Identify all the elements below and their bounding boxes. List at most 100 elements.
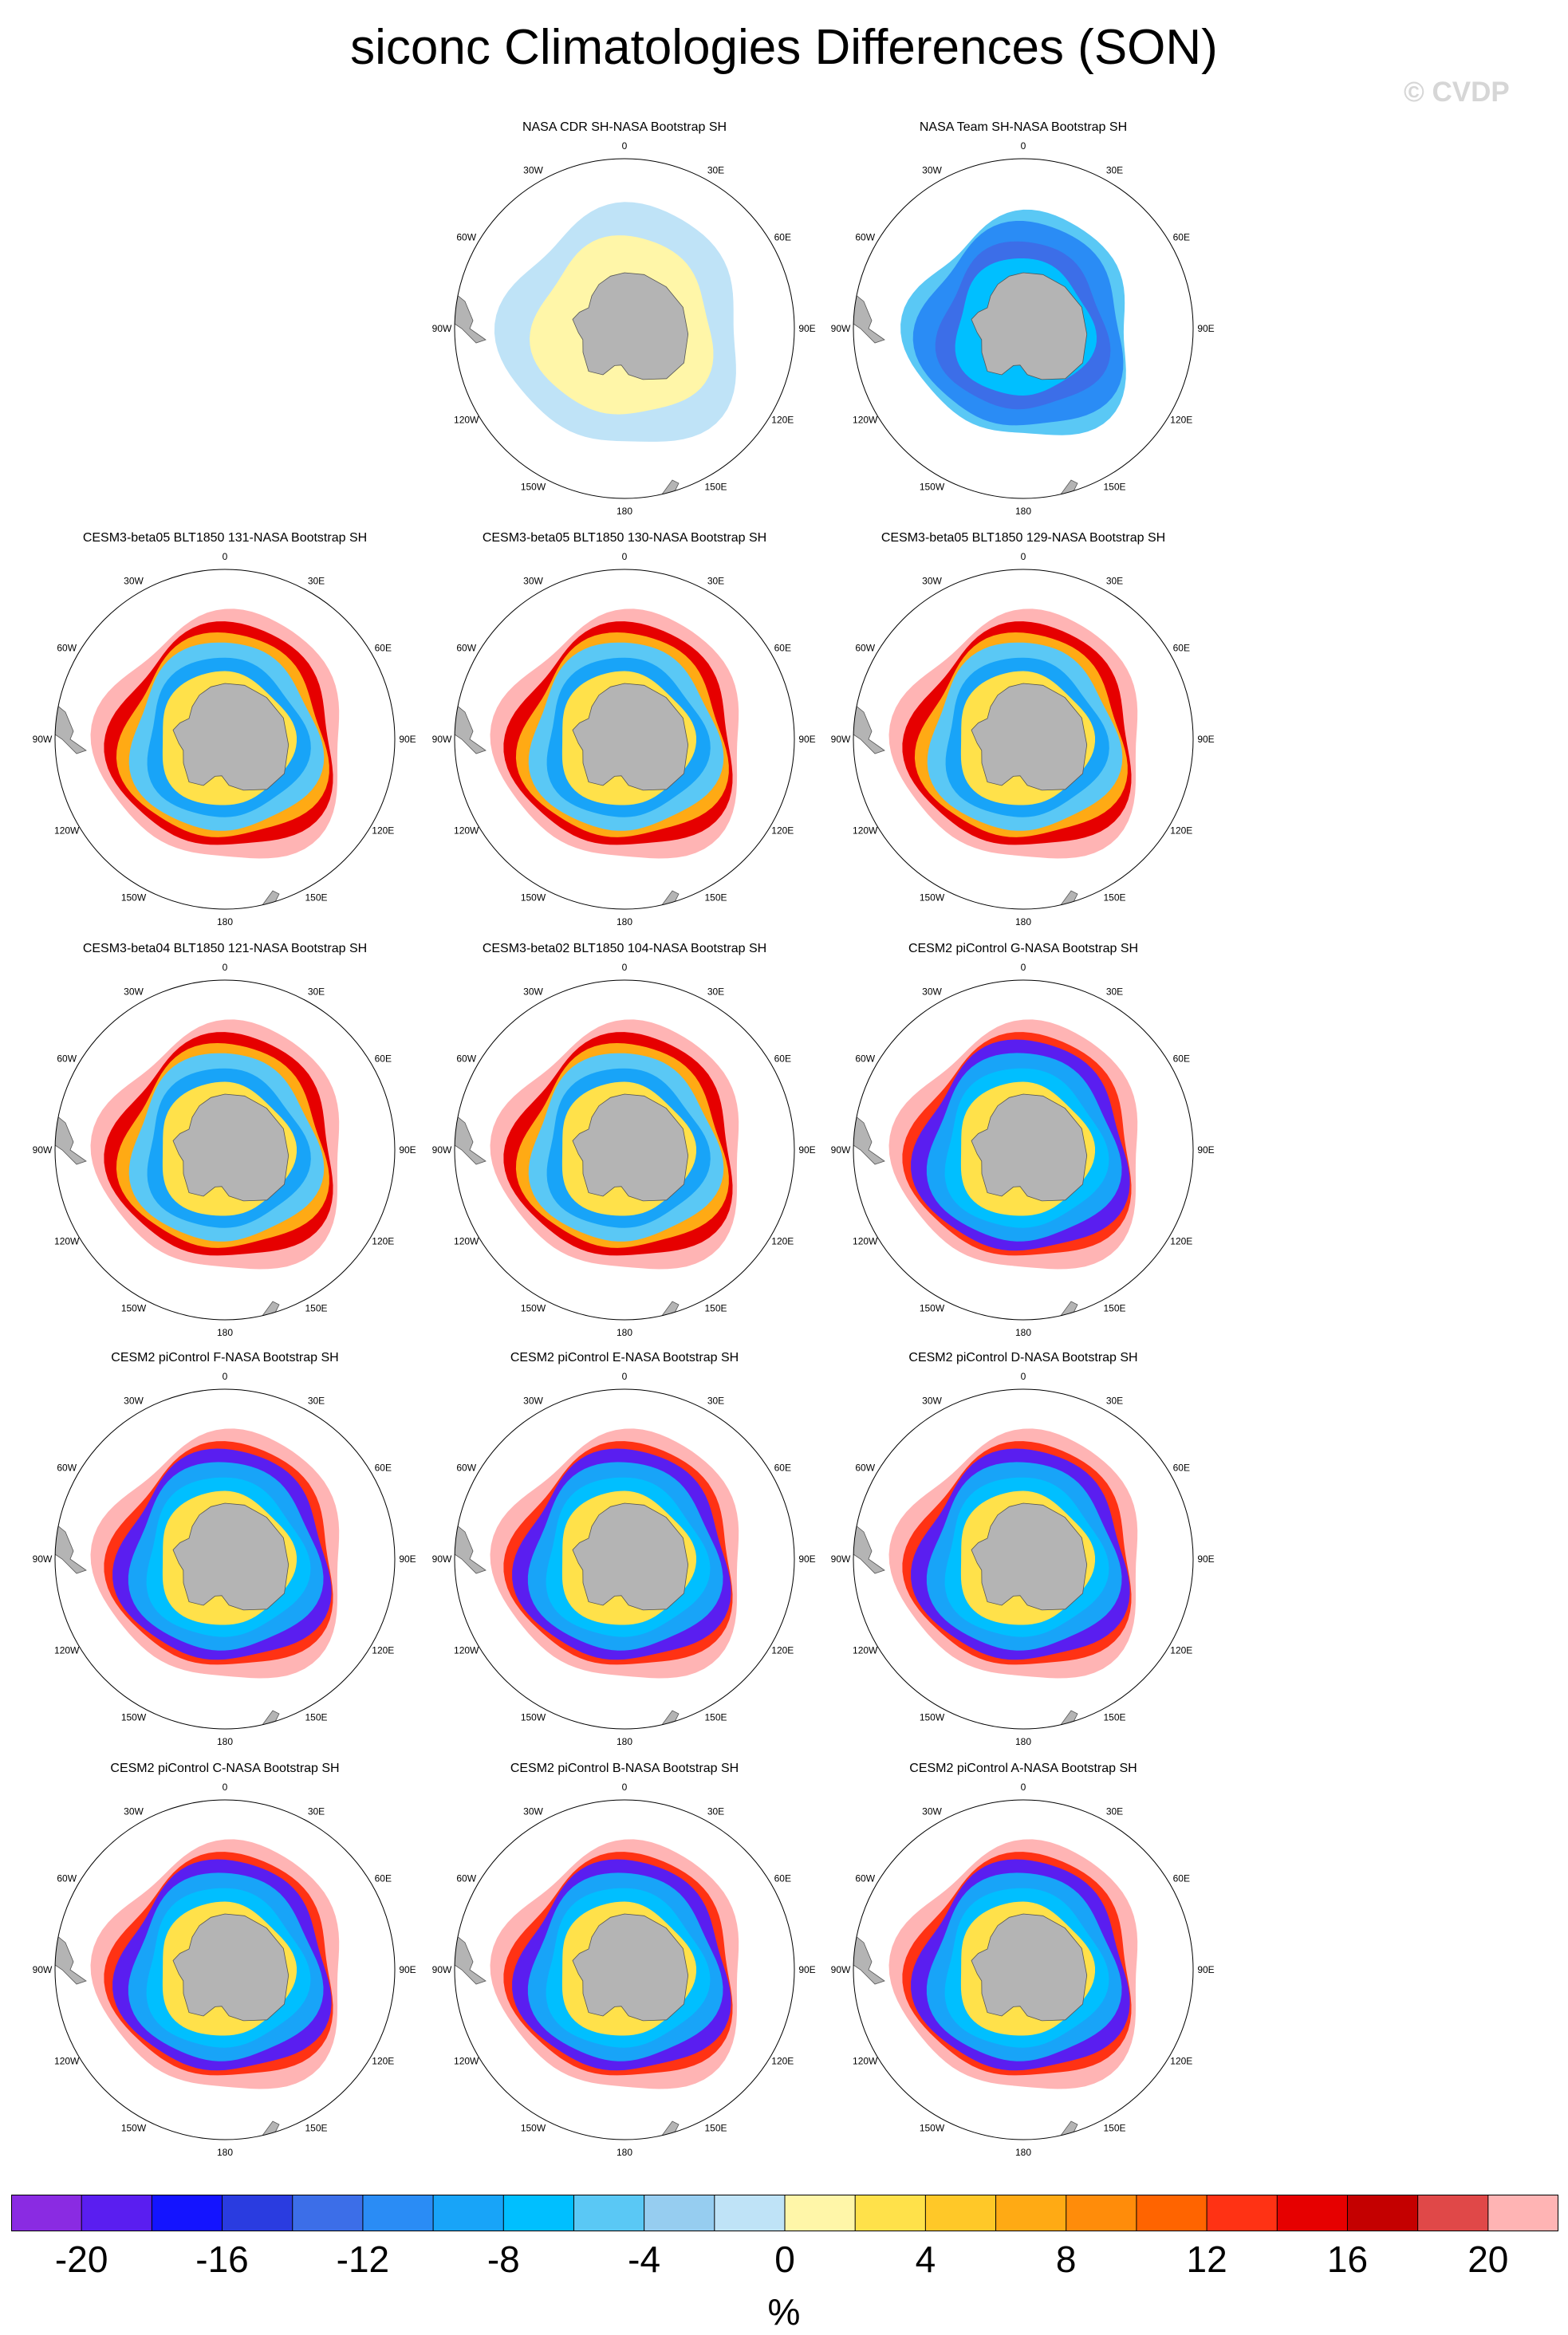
longitude-label: 120W	[454, 1645, 479, 1656]
map-panel: CESM2 piControl B-NASA Bootstrap SH 0 30E 6…	[385, 1761, 864, 2160]
longitude-label: 150E	[305, 892, 327, 903]
longitude-label: 30E	[1106, 165, 1123, 176]
panel-title: CESM2 piControl F-NASA Bootstrap SH	[111, 1351, 339, 1364]
longitude-label: 90E	[399, 1553, 416, 1565]
panel-title: NASA CDR SH-NASA Bootstrap SH	[522, 120, 727, 134]
colorbar-bin	[714, 2195, 786, 2231]
polar-map: 0 30E 60E 90E 120E 150E 180 150W 120W 90W 60W 30W	[432, 962, 816, 1338]
longitude-label: 30W	[922, 576, 942, 587]
antarctica-landmass	[572, 1502, 689, 1611]
map-panel: CESM2 piControl G-NASA Bootstrap SH 0 30E 6…	[784, 941, 1263, 1340]
longitude-label: 150W	[521, 1302, 546, 1313]
longitude-label: 180	[1015, 506, 1031, 517]
longitude-label: 0	[223, 551, 228, 562]
new-zealand-landmass	[659, 1301, 680, 1320]
longitude-label: 30E	[308, 1806, 325, 1817]
panel-title: CESM3-beta02 BLT1850 104-NASA Bootstrap …	[482, 942, 767, 955]
polar-map: 0 30E 60E 90E 120E 150E 180 150W 120W 90W 60W 30W	[432, 551, 816, 927]
longitude-label: 30E	[1106, 1806, 1123, 1817]
longitude-label: 30W	[523, 576, 543, 587]
watermark: © CVDP	[1404, 77, 1510, 108]
longitude-label: 30W	[124, 1396, 144, 1407]
longitude-label: 180	[1015, 1327, 1031, 1338]
antarctica-landmass	[172, 1093, 290, 1202]
polar-map: 0 30E 60E 90E 120E 150E 180 150W 120W 90W 60W 30W	[831, 551, 1215, 927]
panel-title: CESM2 piControl G-NASA Bootstrap SH	[908, 942, 1139, 955]
longitude-label: 150W	[521, 481, 546, 492]
new-zealand-landmass	[659, 1710, 680, 1729]
longitude-label: 180	[617, 1327, 632, 1338]
longitude-label: 120E	[372, 2056, 394, 2067]
longitude-label: 90W	[432, 323, 452, 334]
page-title: siconc Climatologies Differences (SON)	[350, 20, 1218, 75]
longitude-label: 180	[217, 1736, 233, 1747]
longitude-label: 150W	[521, 892, 546, 903]
antarctica-landmass	[172, 683, 290, 791]
polar-map: 0 30E 60E 90E 120E 150E 180 150W 120W 90W 60W 30W	[33, 1782, 416, 2158]
colorbar-bin	[1136, 2195, 1208, 2231]
longitude-label: 180	[617, 506, 632, 517]
colorbar-tick-label: 0	[774, 2239, 795, 2280]
longitude-label: 60E	[774, 1053, 791, 1065]
map-panel: CESM3-beta05 BLT1850 130-NASA Bootstrap …	[385, 530, 864, 929]
south-america-landmass	[853, 697, 885, 754]
longitude-label: 150W	[521, 2122, 546, 2133]
colorbar-bin	[81, 2195, 152, 2231]
longitude-label: 0	[223, 1371, 228, 1382]
map-panel: CESM3-beta05 BLT1850 129-NASA Bootstrap …	[784, 530, 1263, 929]
longitude-label: 120E	[771, 415, 794, 426]
longitude-label: 0	[622, 140, 628, 152]
map-panel: CESM3-beta05 BLT1850 131-NASA Bootstrap …	[0, 530, 464, 929]
longitude-label: 30W	[124, 576, 144, 587]
colorbar-bin	[1277, 2195, 1348, 2231]
longitude-label: 60W	[456, 643, 476, 654]
longitude-label: 90W	[432, 1964, 452, 1975]
antarctica-landmass	[172, 1502, 290, 1611]
map-boundary	[853, 979, 1194, 1321]
colorbar-bin	[1066, 2195, 1137, 2231]
longitude-label: 90E	[798, 734, 815, 745]
longitude-label: 60E	[1173, 1873, 1190, 1884]
colorbar-bin	[855, 2195, 926, 2231]
colorbar-tick-label: -12	[336, 2239, 390, 2280]
colorbar-bin	[925, 2195, 997, 2231]
longitude-label: 30E	[1106, 1396, 1123, 1407]
longitude-label: 30E	[707, 1396, 724, 1407]
longitude-label: 120E	[771, 1645, 794, 1656]
south-america-landmass	[455, 697, 487, 754]
map-boundary	[853, 569, 1194, 910]
longitude-label: 60E	[375, 643, 392, 654]
longitude-label: 30W	[124, 1806, 144, 1817]
map-panel: CESM2 piControl E-NASA Bootstrap SH 0 30E 6…	[385, 1350, 864, 1749]
longitude-label: 120E	[771, 1236, 794, 1247]
longitude-label: 0	[1021, 1782, 1026, 1793]
longitude-label: 150W	[121, 892, 147, 903]
colorbar-bin	[152, 2195, 223, 2231]
longitude-label: 150W	[920, 892, 945, 903]
colorbar-bin	[995, 2195, 1067, 2231]
panel-title: CESM3-beta05 BLT1850 129-NASA Bootstrap …	[881, 531, 1166, 545]
map-boundary	[454, 979, 795, 1321]
longitude-label: 0	[622, 551, 628, 562]
longitude-label: 120W	[853, 415, 878, 426]
longitude-label: 180	[217, 2147, 233, 2158]
longitude-label: 30W	[922, 165, 942, 176]
antarctica-landmass	[572, 1093, 689, 1202]
south-america-landmass	[55, 1108, 87, 1165]
longitude-label: 90W	[33, 1553, 53, 1565]
longitude-label: 150E	[305, 2122, 327, 2133]
longitude-label: 60E	[375, 1873, 392, 1884]
longitude-label: 30W	[922, 1806, 942, 1817]
longitude-label: 30W	[922, 1396, 942, 1407]
panel-title: CESM2 piControl B-NASA Bootstrap SH	[510, 1762, 739, 1775]
longitude-label: 60W	[855, 1053, 875, 1065]
south-america-landmass	[55, 1517, 87, 1574]
longitude-label: 60W	[456, 232, 476, 243]
longitude-label: 60E	[1173, 643, 1190, 654]
map-panel: NASA Team SH-NASA Bootstrap SH 0 30E 60E 90E…	[784, 120, 1263, 518]
colorbar-bin	[11, 2195, 82, 2231]
longitude-label: 60W	[57, 1873, 77, 1884]
polar-map: 0 30E 60E 90E 120E 150E 180 150W 120W 90W 60W 30W	[831, 962, 1215, 1338]
south-america-landmass	[55, 697, 87, 754]
colorbar-tick-label: 4	[915, 2239, 936, 2280]
